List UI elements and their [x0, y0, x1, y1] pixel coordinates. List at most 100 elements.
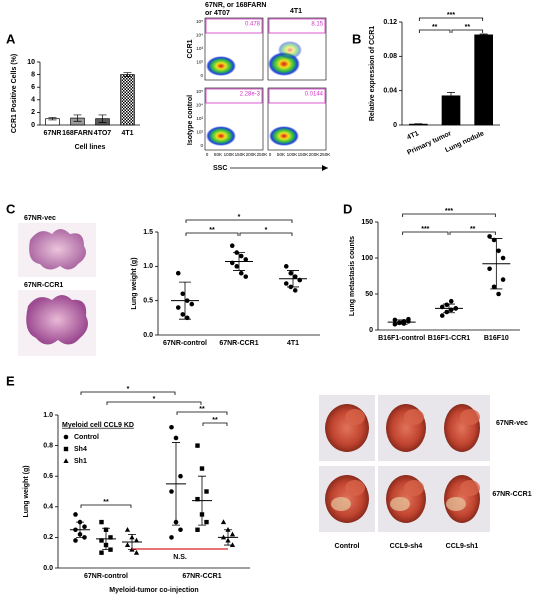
significance-bracket	[239, 232, 293, 236]
x-tick-label: 67NR-control	[163, 340, 207, 347]
flow-x-tick: 50K	[214, 152, 223, 157]
point	[124, 526, 131, 532]
point	[178, 527, 183, 533]
point	[292, 288, 298, 293]
x-tick-label: 4TO7	[94, 130, 111, 137]
point	[99, 550, 104, 555]
point	[82, 524, 87, 529]
sd-bar	[490, 238, 503, 290]
point	[133, 549, 140, 555]
y-tick-label: 150	[361, 219, 373, 226]
sd-bar	[198, 475, 206, 526]
point	[234, 264, 240, 269]
flow-y-tick: 10²	[196, 130, 203, 135]
point	[220, 519, 227, 525]
point	[133, 537, 140, 543]
significance-label: ***	[447, 12, 455, 19]
y-tick-label: 8	[31, 71, 35, 78]
gate-value: 0.478	[245, 22, 261, 28]
x-tick-label: B16F1-CCR1	[428, 335, 471, 342]
density	[278, 41, 302, 59]
y-tick-label: 0.5	[143, 298, 153, 305]
photo-col-label: CCL9-sh1	[446, 543, 479, 550]
sd-bar	[287, 270, 299, 288]
error-bar	[479, 33, 488, 37]
significance-label: **	[212, 417, 218, 424]
point	[169, 424, 174, 430]
photo-col-label: CCL9-sh4	[390, 543, 423, 550]
y-tick-label: 1.5	[143, 229, 153, 236]
point	[108, 535, 113, 540]
y-tick-label: 1.0	[143, 263, 153, 270]
point	[448, 298, 454, 304]
sd-bar	[76, 521, 84, 538]
point	[63, 434, 69, 440]
point	[124, 542, 131, 548]
error-bar	[73, 114, 82, 122]
panel-label: C	[6, 201, 16, 216]
x-axis-label: Cell lines	[75, 144, 106, 151]
significance-label: *	[265, 227, 268, 234]
histology-label: 67NR-vec	[24, 215, 56, 222]
point	[199, 466, 205, 471]
point	[173, 435, 179, 441]
photo-col-label: Control	[335, 543, 360, 550]
x-tick-label: 4T1	[287, 340, 299, 347]
flow-y-tick: 10³	[196, 46, 203, 51]
y-axis-label: CCR1 Positive Cells (%)	[11, 54, 18, 133]
bar	[120, 74, 135, 126]
point	[63, 458, 69, 463]
point	[175, 270, 181, 276]
nodules	[446, 497, 466, 511]
point	[238, 270, 244, 276]
significance-bracket	[80, 391, 176, 395]
y-axis-label: Lung metastasis counts	[349, 236, 356, 316]
x-tick-label: B16F1-control	[378, 335, 425, 342]
y-tick-label: 0.04	[383, 88, 397, 95]
tissue	[29, 229, 86, 270]
point	[243, 257, 249, 262]
error-bar	[447, 92, 455, 100]
point	[487, 234, 492, 239]
y-tick-label: 0.0	[143, 332, 153, 339]
significance-bracket	[402, 213, 496, 217]
x-tick-label: 67NR-CCR1	[219, 340, 258, 347]
x-tick-label: 67NR-control	[84, 573, 128, 580]
panel-label: D	[343, 201, 352, 216]
point	[283, 264, 289, 269]
significance-bracket	[402, 231, 449, 235]
flow-y-tick: 10²	[196, 60, 203, 65]
flow-y-tick: 0	[200, 143, 203, 148]
flow-y-tick: 10⁵	[196, 19, 203, 24]
x-tick-label: 67NR	[44, 130, 62, 137]
bar	[441, 95, 461, 126]
point	[444, 309, 450, 315]
error-bar	[123, 72, 132, 77]
y-tick-label: 6	[31, 84, 35, 91]
tissue	[26, 295, 88, 345]
lung	[404, 409, 424, 425]
y-tick-label: 0.4	[43, 504, 53, 511]
point	[444, 302, 450, 308]
point	[99, 519, 104, 525]
gate-value: 0.0144	[305, 92, 324, 98]
y-tick-label: 10	[27, 59, 35, 66]
panel-label: A	[6, 31, 16, 46]
error-bar	[98, 114, 107, 123]
error-bar	[414, 123, 423, 125]
point	[195, 443, 200, 448]
significance-bracket	[185, 219, 293, 223]
sd-bar	[172, 442, 180, 526]
error-bar	[48, 117, 57, 121]
point	[169, 535, 174, 540]
y-axis-label: Lung weight (g)	[23, 465, 30, 517]
y-tick-label: 4	[31, 97, 35, 104]
point	[178, 473, 183, 479]
point	[82, 535, 87, 540]
significance-label: *	[153, 396, 156, 403]
y-tick-label: 50	[365, 291, 373, 298]
x-axis-label: Myeloid-tumor co-injection	[109, 587, 198, 594]
point	[487, 266, 492, 272]
y-tick-label: 0.2	[43, 534, 53, 541]
y-axis-label: Relative expression of CCR1	[369, 26, 376, 121]
